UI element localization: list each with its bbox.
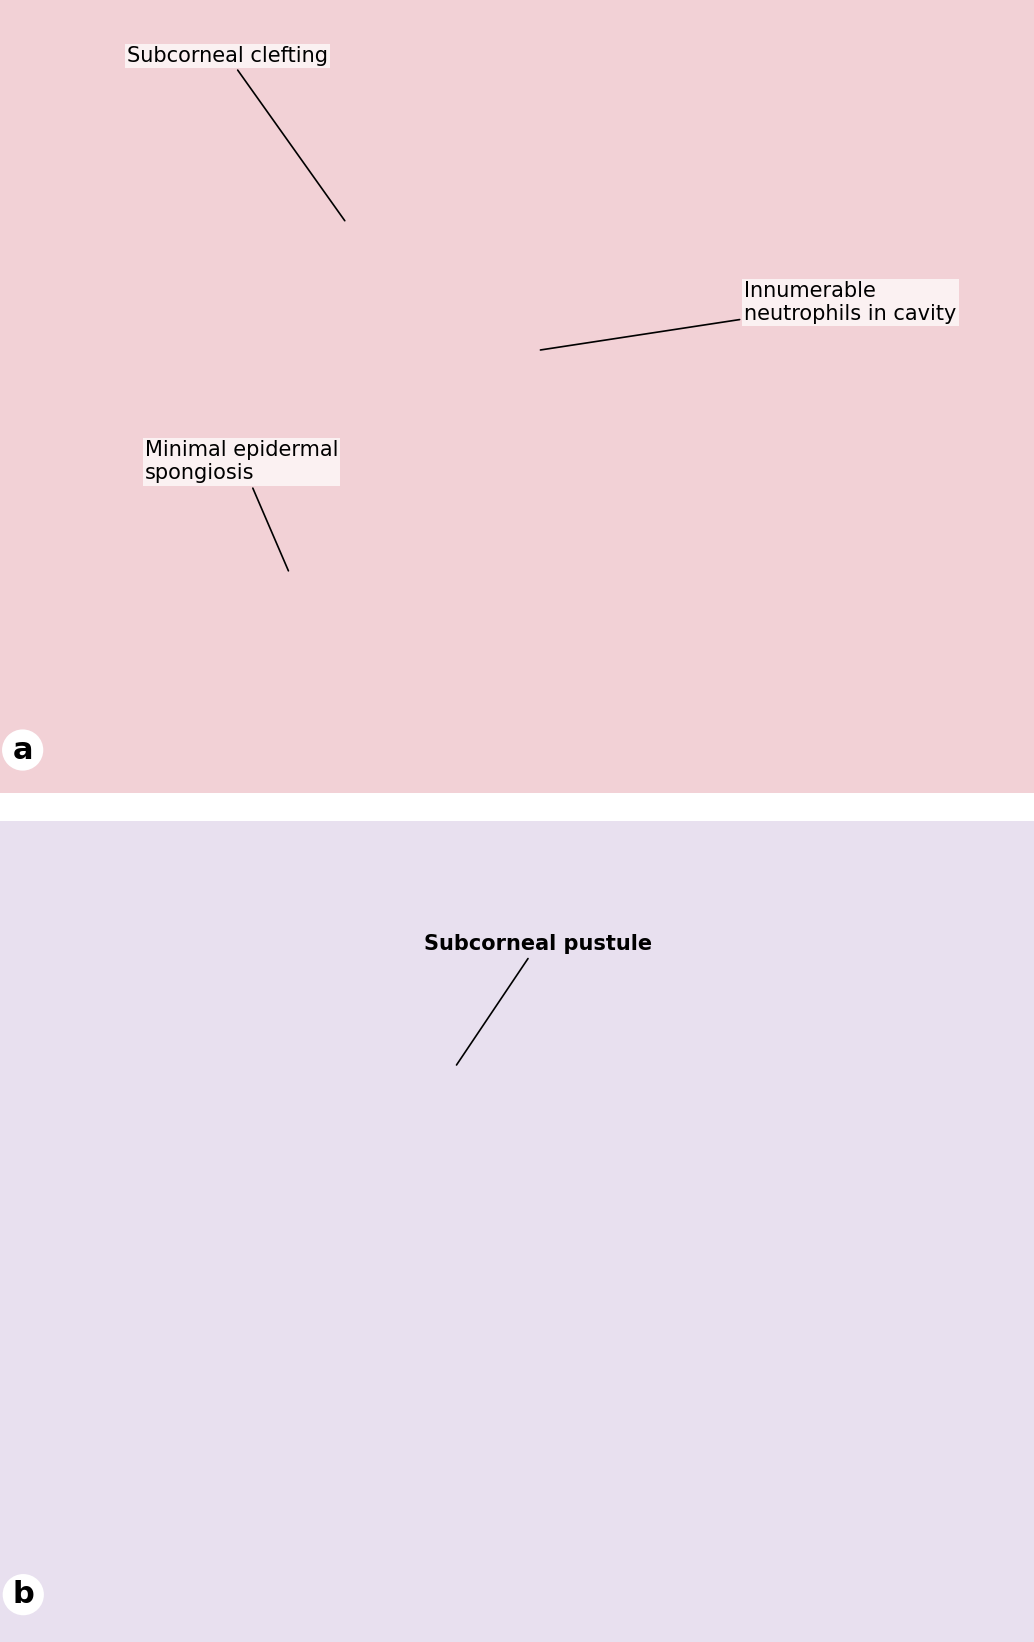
Text: Minimal epidermal
spongiosis: Minimal epidermal spongiosis: [145, 440, 338, 571]
Text: b: b: [12, 1580, 34, 1609]
Text: Subcorneal pustule: Subcorneal pustule: [424, 934, 651, 1066]
Text: Innumerable
neutrophils in cavity: Innumerable neutrophils in cavity: [541, 281, 956, 350]
Text: a: a: [12, 736, 33, 765]
Text: Subcorneal clefting: Subcorneal clefting: [127, 46, 344, 220]
